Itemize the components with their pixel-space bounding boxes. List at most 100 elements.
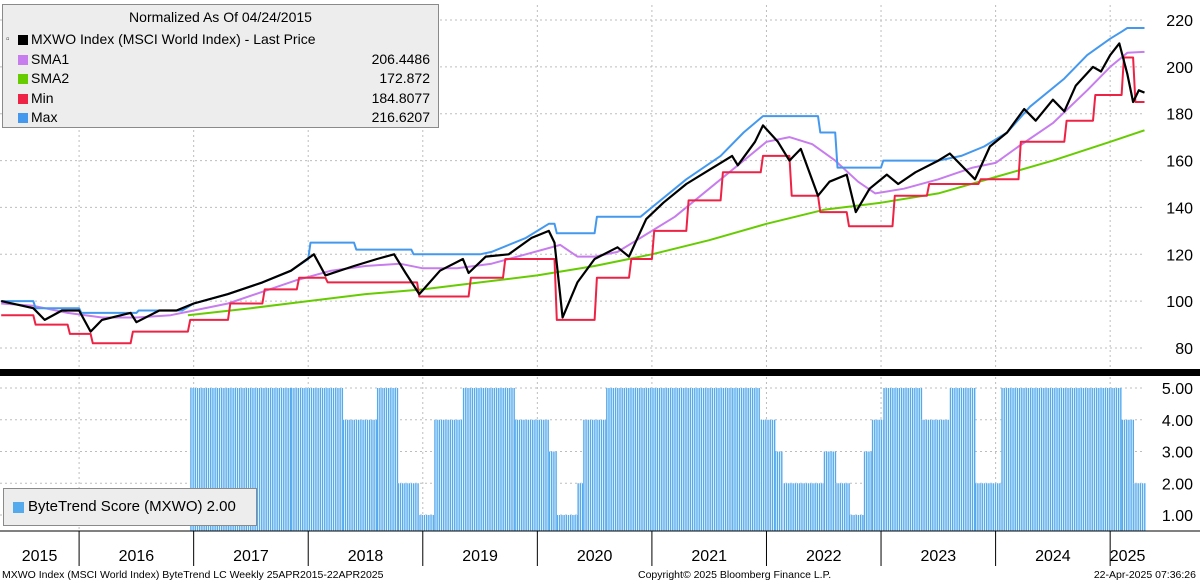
panel-divider	[0, 369, 1200, 376]
score-bar	[495, 388, 498, 531]
score-bar	[456, 419, 458, 531]
score-bar	[230, 388, 232, 531]
score-bar	[289, 388, 292, 531]
score-bar	[223, 388, 225, 531]
score-bar	[790, 483, 792, 531]
score-bar	[548, 451, 551, 531]
score-bar	[1021, 388, 1023, 531]
score-bar	[656, 388, 659, 531]
score-bar	[572, 515, 574, 531]
score-bar	[636, 388, 639, 531]
score-bar	[1012, 388, 1014, 531]
score-bar	[324, 388, 326, 531]
score-bar	[894, 388, 896, 531]
score-bar	[493, 388, 496, 531]
score-bar	[375, 419, 377, 531]
score-bar	[368, 419, 371, 531]
score-bar	[738, 388, 741, 531]
score-bar	[265, 388, 267, 531]
score-bar-backing	[548, 451, 557, 531]
score-bar	[925, 419, 927, 531]
score-bar	[859, 515, 862, 531]
score-bar	[577, 483, 579, 531]
score-bar	[641, 388, 643, 531]
score-bar	[335, 388, 337, 531]
score-bar	[201, 388, 203, 531]
score-bar	[390, 388, 392, 531]
score-bar	[981, 483, 983, 531]
score-bar	[658, 388, 661, 531]
score-bar	[342, 419, 344, 531]
score-bar	[954, 388, 956, 531]
price-y-tick-label: 140	[1166, 200, 1193, 217]
score-bar	[729, 388, 731, 531]
score-bar	[561, 515, 563, 531]
score-bar	[473, 388, 476, 531]
score-bar	[1076, 388, 1078, 531]
score-bar	[969, 388, 971, 531]
score-bar	[907, 388, 909, 531]
score-bar	[317, 388, 319, 531]
score-bar	[916, 388, 918, 531]
score-bar	[665, 388, 667, 531]
score-bar	[190, 388, 192, 531]
score-bar	[821, 483, 823, 531]
score-bar	[1126, 419, 1128, 531]
score-bar	[863, 451, 866, 531]
score-bar	[1034, 388, 1036, 531]
score-bar	[785, 483, 788, 531]
score-bar	[654, 388, 656, 531]
score-bar	[521, 419, 523, 531]
chart-canvas: 80 100 120 140 160 180 200 220 1.00 2.00 3.00 4.00 5…	[0, 5, 1200, 566]
legend-item-sma2: SMA2 172.872	[3, 69, 438, 89]
score-bar	[570, 515, 572, 531]
score-bar	[634, 388, 637, 531]
score-bar	[830, 451, 832, 531]
footer-source: MXWO Index (MSCI World Index) ByteTrend …	[2, 569, 384, 581]
score-bar	[589, 419, 592, 531]
score-bar	[754, 388, 756, 531]
score-bar	[225, 388, 227, 531]
score-bar	[643, 388, 645, 531]
score-bar	[885, 388, 887, 531]
score-bar	[332, 388, 335, 531]
score-bar	[328, 388, 330, 531]
score-bar	[579, 483, 582, 531]
score-bar	[851, 515, 853, 531]
score-bar	[396, 388, 399, 531]
score-bar	[258, 388, 261, 531]
score-bar	[587, 419, 589, 531]
score-bar	[480, 388, 482, 531]
score-bar	[698, 388, 700, 531]
score-bar	[243, 388, 245, 531]
score-bar	[1100, 388, 1102, 531]
score-bar	[516, 419, 519, 531]
x-tick-label: 2019	[462, 548, 498, 565]
price-y-tick-label: 120	[1166, 247, 1193, 264]
score-bar	[556, 515, 559, 531]
legend-item-max: Max 216.6207	[3, 108, 438, 128]
score-bar	[605, 419, 607, 531]
score-bar	[1067, 388, 1069, 531]
score-bar	[880, 419, 883, 531]
score-bar	[269, 388, 272, 531]
score-y-tick-label: 1.00	[1162, 508, 1193, 525]
score-bar	[612, 388, 615, 531]
price-y-tick-label: 180	[1166, 107, 1193, 124]
score-bar	[514, 419, 516, 531]
score-bar	[283, 388, 285, 531]
score-bar	[711, 388, 714, 531]
score-bar	[1120, 388, 1122, 531]
score-bar	[543, 419, 545, 531]
score-bar	[853, 515, 855, 531]
score-bar	[310, 388, 313, 531]
score-bar	[623, 388, 626, 531]
score-bar-backing	[974, 483, 1002, 531]
score-bar	[274, 388, 276, 531]
score-bar	[239, 388, 241, 531]
score-bar	[489, 388, 491, 531]
score-bar	[428, 515, 430, 531]
score-bar	[716, 388, 718, 531]
score-bar	[672, 388, 674, 531]
score-bar	[299, 388, 302, 531]
